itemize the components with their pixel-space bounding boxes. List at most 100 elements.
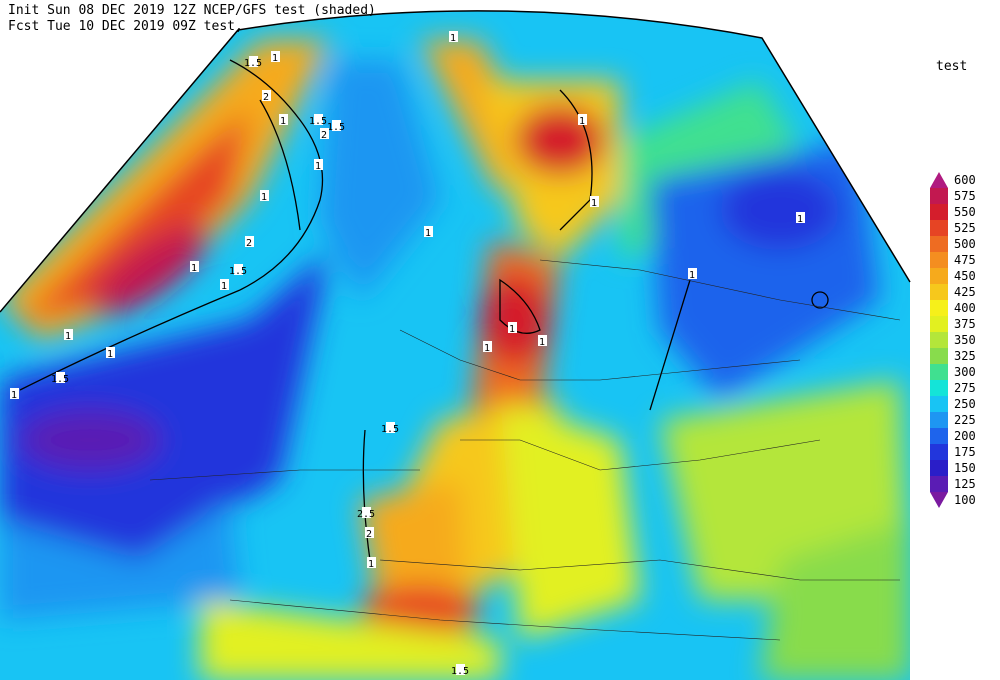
legend-title: test	[936, 59, 967, 74]
contour-label-box	[234, 264, 243, 275]
contour-label: 1.5	[229, 266, 247, 277]
contour-label-box	[10, 388, 19, 399]
contour-label: 1.5	[51, 374, 69, 385]
contour-label: 1.5	[309, 116, 327, 127]
contour-label: 1.5	[381, 424, 399, 435]
contour-label-box	[320, 128, 329, 139]
colorbar-swatch	[930, 460, 948, 476]
contour-label-box	[220, 279, 229, 290]
contour-label: 1	[368, 559, 374, 570]
colorbar-swatch	[930, 380, 948, 396]
colorbar-swatch	[930, 316, 948, 332]
colorbar-label: 550	[954, 205, 976, 219]
contour-label-box	[64, 329, 73, 340]
contour-label-box	[538, 335, 547, 346]
contour-label-box	[260, 190, 269, 201]
contour-label: 1.5	[451, 666, 469, 677]
colorbar-label: 200	[954, 429, 976, 443]
colorbar-swatch	[930, 348, 948, 364]
colorbar-label: 500	[954, 237, 976, 251]
contour-label-box	[56, 372, 65, 383]
contour-label: 1	[450, 33, 456, 44]
contour-label-box	[688, 268, 697, 279]
colorbar-swatch	[930, 492, 948, 508]
colorbar-label: 400	[954, 301, 976, 315]
colorbar-label: 475	[954, 253, 976, 267]
colorbar-label: 600	[954, 173, 976, 187]
colorbar-swatch	[930, 396, 948, 412]
contour-label-box	[365, 527, 374, 538]
header-line: Fcst Tue 10 DEC 2019 09Z test,	[8, 19, 243, 34]
contour-label-box	[449, 31, 458, 42]
colorbar-swatch	[930, 364, 948, 380]
colorbar-label: 275	[954, 381, 976, 395]
contour-label-box	[262, 90, 271, 101]
colorbar-label: 125	[954, 477, 976, 491]
contour-label: 1	[272, 53, 278, 64]
colorbar-swatch	[930, 300, 948, 316]
contour-label-box	[386, 422, 395, 433]
contour-label-box	[362, 507, 371, 518]
contour-label-box	[578, 114, 587, 125]
contour-label: 1	[191, 263, 197, 274]
colorbar-swatch	[930, 332, 948, 348]
contour-label-box	[314, 114, 323, 125]
contour-label: 1	[221, 281, 227, 292]
borders	[149, 259, 901, 641]
contour-label: 1	[280, 116, 286, 127]
colorbar-label: 350	[954, 333, 976, 347]
colorbar-label: 575	[954, 189, 976, 203]
colorbar-swatch	[930, 172, 948, 188]
contour-label-box	[332, 120, 341, 131]
contour-label-box	[456, 664, 465, 675]
contour-label-box	[367, 557, 376, 568]
colorbar-label: 425	[954, 285, 976, 299]
contour-label: 1.5	[244, 58, 262, 69]
contour-label-box	[314, 159, 323, 170]
shaded-field	[0, 10, 910, 680]
contour-label-box	[590, 196, 599, 207]
colorbar-label: 175	[954, 445, 976, 459]
colorbar-swatch	[930, 188, 948, 204]
colorbar-label: 150	[954, 461, 976, 475]
colorbar-label: 375	[954, 317, 976, 331]
contour-label: 1.5	[327, 122, 345, 133]
contour-label-box	[279, 114, 288, 125]
colorbar-swatch	[930, 428, 948, 444]
contour-label: 2.5	[357, 509, 375, 520]
contour-label: 1	[579, 116, 585, 127]
colorbar-label: 325	[954, 349, 976, 363]
colorbar-swatch	[930, 252, 948, 268]
contour-label-box	[245, 236, 254, 247]
colorbar-label: 250	[954, 397, 976, 411]
contour-label-box	[483, 341, 492, 352]
contour-label-box	[106, 347, 115, 358]
contour-label: 1	[65, 331, 71, 342]
contour-label: 1	[509, 324, 515, 335]
colorbar-swatch	[930, 444, 948, 460]
contour-label-box	[424, 226, 433, 237]
contour-label: 1	[591, 198, 597, 209]
contour-label: 1	[107, 349, 113, 360]
header-line: Init Sun 08 DEC 2019 12Z NCEP/GFS test (…	[8, 3, 376, 18]
contour-label: 1	[689, 270, 695, 281]
colorbar-swatch	[930, 412, 948, 428]
contour-label-box	[508, 322, 517, 333]
colorbar-swatch	[930, 204, 948, 220]
colorbar-swatch	[930, 236, 948, 252]
contour-label: 1	[425, 228, 431, 239]
contour-label: 1	[797, 214, 803, 225]
contour-label: 1	[261, 192, 267, 203]
contour-label-box	[271, 51, 280, 62]
colorbar-swatch	[930, 476, 948, 492]
colorbar-swatch	[930, 268, 948, 284]
map-frame	[0, 10, 911, 313]
contour-label: 1	[315, 161, 321, 172]
contour-label: 1	[11, 390, 17, 401]
colorbar-swatch	[930, 284, 948, 300]
contour-label: 1	[539, 337, 545, 348]
colorbar-label: 100	[954, 493, 976, 507]
contour-label: 2	[263, 92, 269, 103]
